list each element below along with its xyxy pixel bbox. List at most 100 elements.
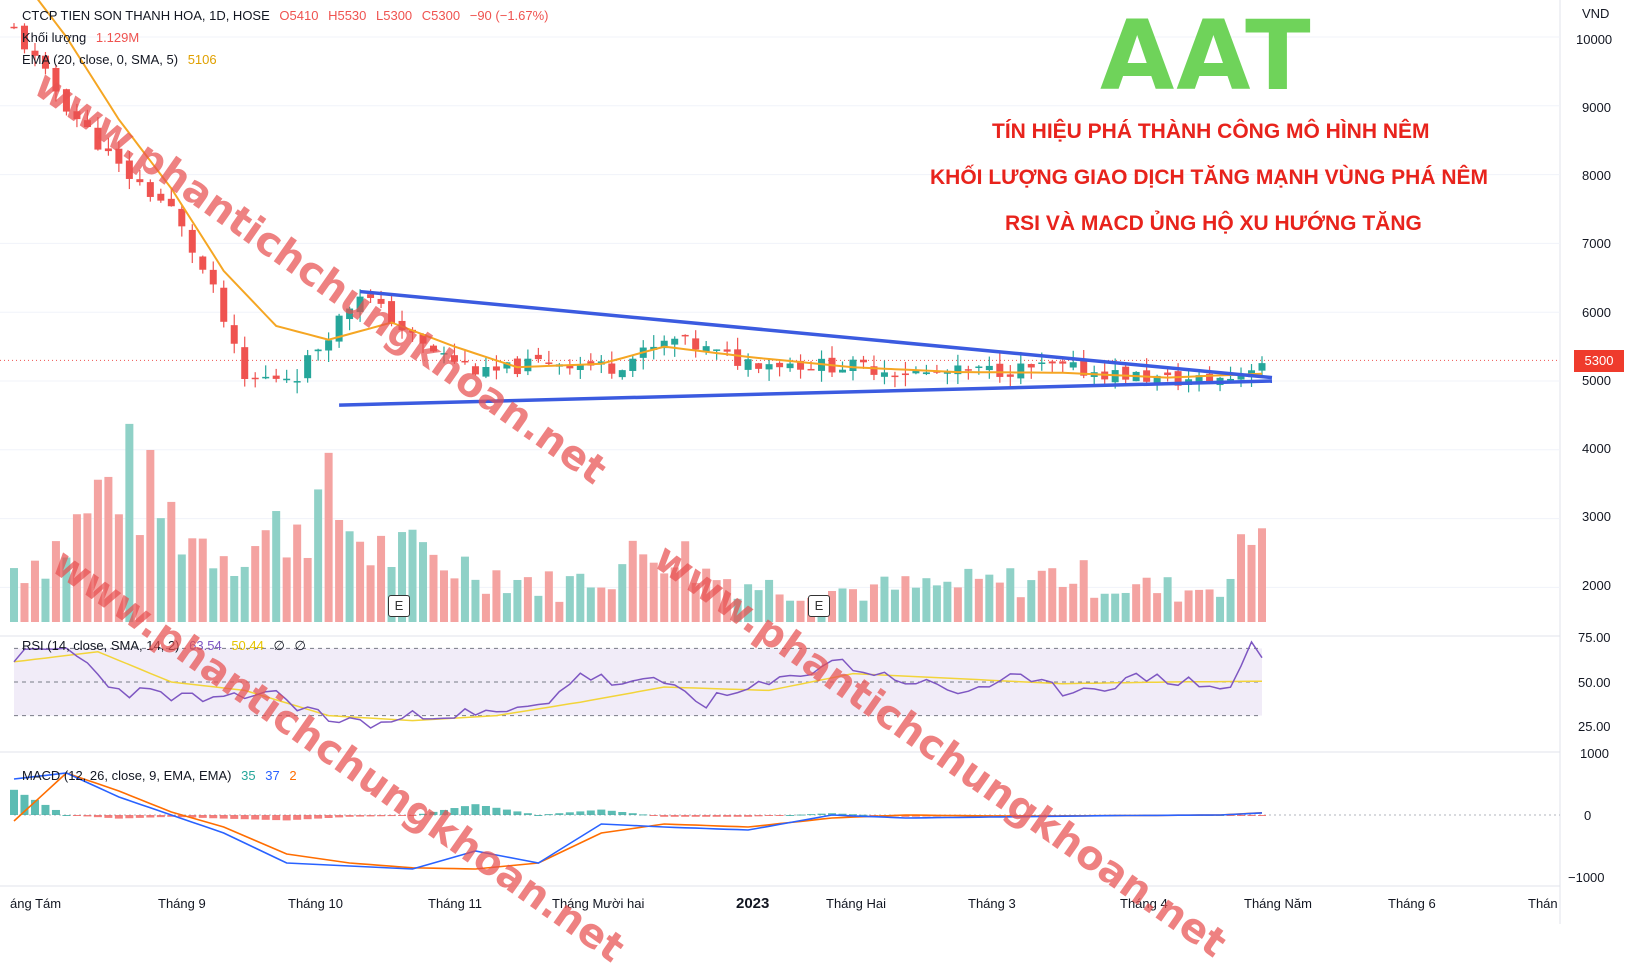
candle-body [503, 362, 511, 369]
price-tick-8000: 8000 [1582, 168, 1611, 183]
candle-body [31, 50, 39, 56]
rsi-tick-25: 25.00 [1578, 719, 1611, 734]
candle-body [188, 229, 196, 253]
candle-body [482, 367, 490, 377]
candle-body [41, 55, 49, 69]
macd-histogram-bar [419, 813, 428, 815]
candle-body [492, 366, 500, 371]
macd-histogram-bar [765, 815, 774, 816]
volume-bar [240, 566, 249, 622]
macd-signal-value: 37 [265, 768, 280, 783]
volume-bar [723, 579, 732, 622]
macd-histogram-bar [859, 814, 868, 816]
volume-bar [1226, 578, 1235, 622]
macd-histogram-bar [460, 806, 469, 815]
rsi-tick-75: 75.00 [1578, 630, 1611, 645]
macd-histogram-bar [1237, 815, 1246, 816]
candle-body [797, 360, 805, 370]
candle-body [723, 349, 731, 352]
candle-body [880, 372, 888, 377]
ema-value: 5106 [187, 52, 217, 67]
volume-bar [324, 452, 333, 622]
macd-histogram-bar [377, 815, 386, 817]
candle-body [870, 366, 878, 375]
macd-histogram-bar [219, 815, 228, 819]
candle-body [314, 349, 322, 352]
candle-body [1258, 363, 1266, 371]
trading-chart[interactable] [0, 0, 1640, 924]
candle-body [304, 355, 312, 379]
ohlc-open: O5410 [279, 8, 319, 23]
ema-label: EMA (20, close, 0, SMA, 5) [22, 52, 179, 67]
volume-bar [209, 568, 218, 622]
macd-histogram-bar [356, 815, 365, 817]
volume-bar [439, 570, 448, 622]
volume-bar [492, 570, 501, 622]
x-tick-jun: Tháng 6 [1388, 896, 1436, 911]
candle-body [73, 111, 81, 120]
macd-histogram-bar [828, 813, 837, 815]
volume-bar [838, 588, 847, 622]
candle-body [1059, 361, 1067, 364]
volume-bar [272, 511, 281, 622]
candle-body [1017, 363, 1025, 379]
price-tick-5000: 5000 [1582, 373, 1611, 388]
candle-body [1006, 374, 1014, 377]
candle-body [367, 294, 375, 298]
volume-bar [922, 578, 931, 622]
volume-bar [1258, 528, 1266, 622]
macd-histogram-bar [114, 815, 123, 819]
x-tick-mar: Tháng 3 [968, 896, 1016, 911]
macd-histogram-bar [20, 794, 29, 815]
candle-body [1153, 375, 1161, 386]
x-tick-jul: Thán [1528, 896, 1558, 911]
candle-body [377, 298, 385, 304]
volume-bar [408, 529, 417, 622]
x-tick-nov: Tháng 11 [428, 896, 482, 911]
macd-histogram-bar [272, 815, 281, 821]
volume-bar [744, 584, 753, 622]
rsi-tick-50: 50.00 [1578, 675, 1611, 690]
macd-histogram-bar [534, 815, 543, 816]
candle-body [608, 363, 616, 374]
volume-bar [387, 566, 396, 622]
macd-histogram-bar [1247, 815, 1256, 816]
volume-bar [93, 479, 102, 622]
macd-histogram-bar [502, 809, 511, 815]
volume-bar [188, 538, 197, 622]
candle-body [429, 345, 437, 352]
candle-body [576, 364, 584, 371]
macd-histogram-bar [754, 815, 763, 817]
earnings-event-marker[interactable]: E [388, 595, 410, 617]
macd-histogram-bar [303, 815, 312, 820]
x-tick-may: Tháng Năm [1244, 896, 1312, 911]
candle-body [566, 365, 574, 369]
macd-histogram-bar [146, 815, 155, 818]
volume-bar [890, 589, 899, 622]
candle-body [534, 354, 542, 360]
earnings-event-marker[interactable]: E [808, 595, 830, 617]
volume-bar [1132, 584, 1141, 622]
x-tick-2023: 2023 [736, 895, 770, 912]
volume-bar [114, 514, 123, 622]
candle-body [765, 364, 773, 370]
candle-body [440, 353, 448, 355]
macd-histogram-bar [167, 815, 176, 817]
macd-histogram-bar [618, 812, 627, 815]
candle-body [975, 366, 983, 369]
volume-bar [1090, 597, 1099, 622]
volume-bar [481, 593, 490, 622]
ohlc-close: C5300 [421, 8, 461, 23]
volume-bar [828, 590, 837, 622]
macd-histogram-bar [597, 809, 606, 815]
volume-bar [261, 530, 270, 622]
volume-bar [786, 600, 795, 622]
volume-bar [345, 531, 354, 622]
volume-bar [251, 546, 260, 622]
ema-legend: EMA (20, close, 0, SMA, 5) 5106 [22, 52, 223, 67]
macd-histogram-bar [251, 815, 260, 820]
candle-body [786, 363, 794, 369]
macd-histogram-bar [83, 815, 92, 817]
candle-body [94, 127, 102, 150]
macd-histogram-bar [670, 815, 679, 817]
